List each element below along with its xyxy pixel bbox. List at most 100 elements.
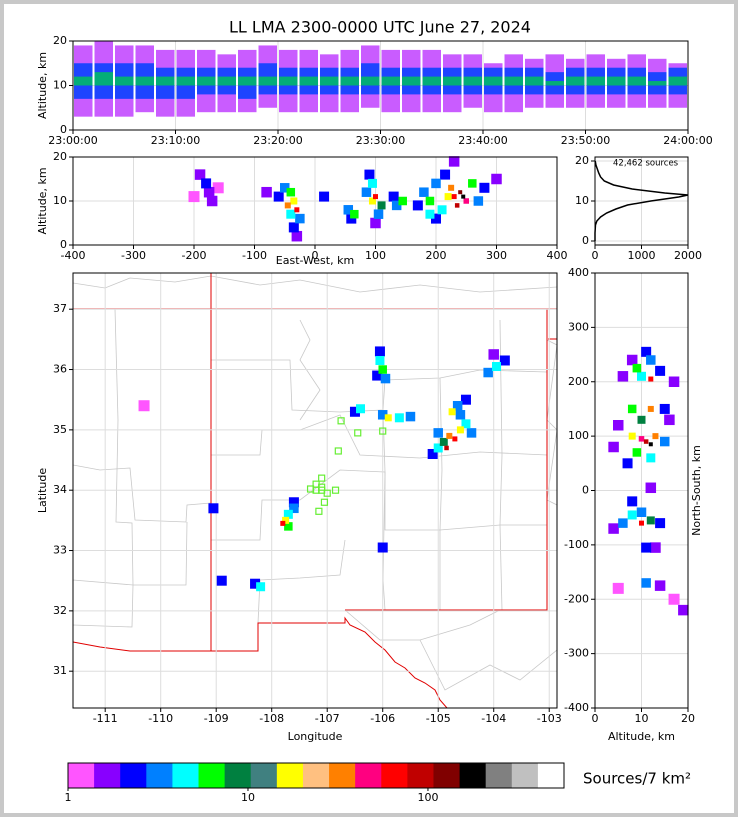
- y-tick-label: 20: [53, 150, 67, 163]
- source-density: [343, 205, 354, 215]
- activity-column: [545, 81, 564, 86]
- source-density: [613, 420, 624, 431]
- source-density: [372, 370, 383, 381]
- source-density: [375, 355, 385, 365]
- y-tick-label: 0: [582, 234, 589, 247]
- source-density: [294, 207, 300, 213]
- y-tick-label: 36: [53, 363, 67, 376]
- x-tick-label: 23:00:00: [48, 134, 97, 147]
- y-tick-label: 37: [53, 302, 67, 315]
- colorbar-swatch: [302, 763, 330, 788]
- source-density: [280, 520, 286, 526]
- activity-column: [94, 72, 113, 86]
- activity-column: [197, 76, 216, 86]
- source-density: [612, 582, 624, 594]
- x-tick-label: -107: [315, 712, 340, 725]
- colorbar-swatch: [198, 763, 226, 788]
- station: [320, 498, 329, 506]
- source-density: [286, 209, 296, 219]
- y-tick-label: 32: [53, 604, 67, 617]
- source-density: [641, 578, 651, 588]
- source-density: [648, 442, 653, 447]
- source-density: [654, 580, 666, 591]
- plot-frame: [72, 156, 558, 246]
- x-tick-label: 23:50:00: [561, 134, 610, 147]
- chart-title: LL LMA 2300-0000 UTC June 27, 2024: [229, 18, 531, 37]
- source-density: [412, 200, 423, 211]
- x-axis-label: Longitude: [288, 730, 343, 743]
- source-density: [374, 346, 385, 357]
- x-tick-label: -100: [242, 249, 267, 262]
- x-tick-label: 100: [365, 249, 386, 262]
- x-tick-label: -200: [182, 249, 207, 262]
- y-axis-label: Altitude, km: [36, 52, 49, 119]
- county-line: [73, 464, 212, 523]
- colorbar-swatch: [68, 763, 95, 788]
- source-density: [378, 365, 387, 374]
- source-density: [648, 376, 654, 382]
- source-density: [431, 213, 441, 224]
- source-count: 42,462 sources: [613, 159, 679, 169]
- activity-column: [668, 76, 687, 86]
- source-density: [206, 195, 218, 207]
- activity-column: [361, 76, 380, 86]
- y-tick-label: -300: [564, 647, 589, 660]
- plot-frame: [594, 156, 689, 246]
- source-density: [356, 404, 366, 414]
- source-density: [646, 516, 655, 525]
- x-axis-label: East-West, km: [276, 254, 354, 267]
- county-line: [73, 308, 134, 586]
- source-density: [452, 436, 458, 442]
- source-density: [384, 414, 392, 422]
- colorbar-swatch: [407, 763, 434, 788]
- y-tick-label: 20: [53, 34, 67, 47]
- colorbar-swatch: [355, 763, 382, 788]
- activity-column: [422, 76, 441, 86]
- source-density: [668, 376, 680, 387]
- station: [312, 480, 320, 488]
- county-line: [546, 339, 557, 506]
- source-density: [627, 404, 637, 414]
- y-tick-label: 0: [60, 238, 67, 251]
- source-density: [628, 432, 636, 440]
- x-tick-label: 24:00:00: [663, 134, 712, 147]
- source-density: [280, 183, 290, 193]
- source-density: [646, 355, 656, 365]
- source-density: [216, 575, 227, 586]
- colorbar-swatch: [485, 763, 513, 788]
- source-density: [425, 196, 435, 206]
- source-density: [361, 187, 372, 197]
- source-density: [608, 523, 619, 534]
- colorbar-tick-label: 100: [417, 791, 438, 804]
- source-density: [440, 169, 451, 180]
- activity-column: [156, 76, 175, 86]
- state-line: [345, 309, 548, 611]
- activity-column: [648, 81, 667, 86]
- activity-column: [484, 76, 503, 86]
- source-density: [367, 178, 377, 188]
- source-density: [618, 518, 628, 528]
- source-density: [349, 406, 360, 417]
- source-density: [346, 213, 357, 224]
- y-tick-label: 0: [582, 484, 589, 497]
- source-density: [288, 497, 299, 508]
- station: [306, 485, 315, 493]
- colorbar-frame: [67, 762, 565, 789]
- source-density: [427, 448, 438, 459]
- altitude-histogram: [594, 160, 689, 241]
- activity-column: [299, 76, 318, 86]
- county-line: [299, 319, 321, 421]
- source-density: [188, 191, 200, 203]
- activity-column: [258, 76, 277, 86]
- source-density: [659, 403, 670, 414]
- x-tick-label: -109: [204, 712, 229, 725]
- source-density: [473, 196, 484, 206]
- source-density: [291, 230, 303, 242]
- source-density: [286, 187, 296, 197]
- colorbar-swatch: [459, 763, 487, 788]
- y-tick-label: 35: [53, 423, 67, 436]
- source-density: [208, 503, 219, 514]
- x-tick-label: -110: [148, 712, 173, 725]
- y-tick-label: 33: [53, 544, 67, 557]
- source-density: [650, 542, 661, 553]
